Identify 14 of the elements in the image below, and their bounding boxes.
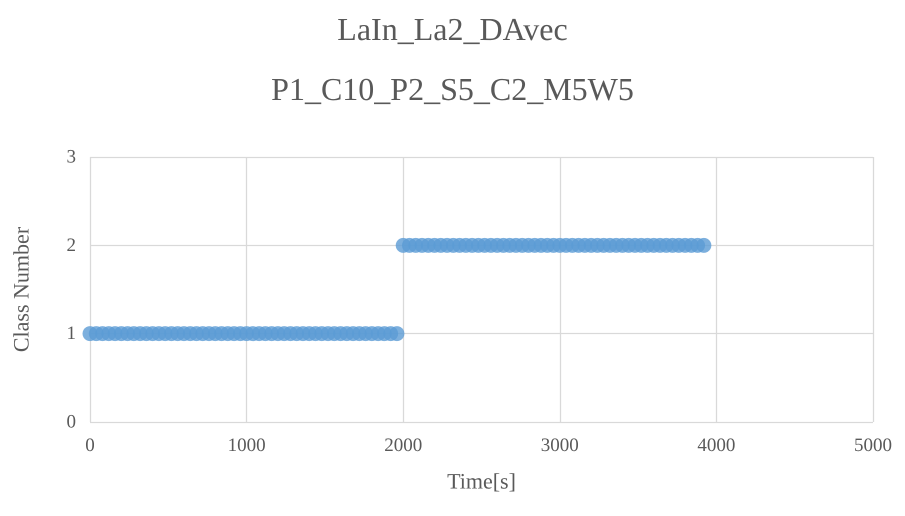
y-tick-label: 3 [66,146,76,168]
x-tick-label: 1000 [228,435,266,456]
x-tick-label: 0 [85,435,95,456]
chart-subtitle: P1_C10_P2_S5_C2_M5W5 [271,71,634,107]
x-tick-label: 5000 [854,435,892,456]
chart-title: LaIn_La2_DAvec [337,11,568,47]
x-tick-label: 4000 [697,435,736,456]
y-tick-label: 1 [66,323,76,344]
y-tick-label: 2 [66,234,76,256]
x-tick-label: 3000 [540,435,579,456]
x-axis-title: Time[s] [447,468,516,494]
y-tick-label: 0 [66,412,76,432]
y-axis-title: Class Number [8,226,34,352]
x-tick-label: 2000 [384,435,422,456]
